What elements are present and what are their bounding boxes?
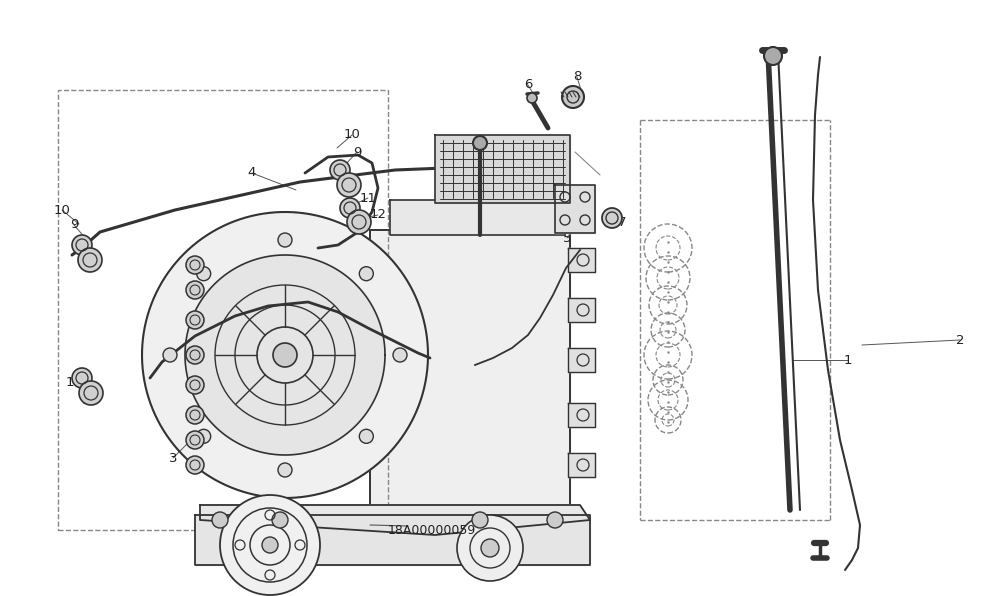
Circle shape: [393, 348, 407, 362]
Circle shape: [79, 381, 103, 405]
Circle shape: [472, 512, 488, 528]
Circle shape: [186, 311, 204, 329]
Polygon shape: [370, 230, 570, 510]
Circle shape: [359, 429, 373, 443]
Circle shape: [359, 266, 373, 281]
Text: 18A00000059: 18A00000059: [388, 523, 476, 536]
Text: 4: 4: [248, 166, 256, 179]
Circle shape: [212, 512, 228, 528]
Text: 9: 9: [353, 145, 361, 159]
Text: 1: 1: [844, 353, 852, 367]
Polygon shape: [142, 212, 428, 498]
Polygon shape: [555, 185, 595, 233]
Circle shape: [273, 343, 297, 367]
Circle shape: [527, 93, 537, 103]
Circle shape: [186, 456, 204, 474]
Circle shape: [481, 539, 499, 557]
Circle shape: [337, 173, 361, 197]
Text: 2: 2: [956, 334, 964, 346]
Circle shape: [186, 406, 204, 424]
Circle shape: [186, 376, 204, 394]
Polygon shape: [568, 298, 595, 322]
Circle shape: [163, 348, 177, 362]
Circle shape: [278, 233, 292, 247]
Circle shape: [186, 346, 204, 364]
Circle shape: [220, 495, 320, 595]
Circle shape: [278, 463, 292, 477]
Text: 5: 5: [563, 231, 571, 244]
Circle shape: [272, 512, 288, 528]
Polygon shape: [568, 248, 595, 272]
Circle shape: [72, 368, 92, 388]
Polygon shape: [568, 348, 595, 372]
Circle shape: [457, 515, 523, 581]
Text: 7: 7: [618, 216, 626, 228]
Circle shape: [186, 431, 204, 449]
Polygon shape: [390, 200, 565, 235]
Circle shape: [764, 47, 782, 65]
Polygon shape: [568, 403, 595, 427]
Text: 8: 8: [573, 70, 581, 83]
Text: 12: 12: [82, 393, 98, 406]
Bar: [58, 90, 388, 530]
Circle shape: [186, 281, 204, 299]
Circle shape: [262, 537, 278, 553]
Circle shape: [330, 160, 350, 180]
Circle shape: [197, 266, 211, 281]
Polygon shape: [568, 453, 595, 477]
Text: 3: 3: [169, 452, 177, 464]
Circle shape: [340, 198, 360, 218]
Polygon shape: [435, 135, 570, 203]
Circle shape: [562, 86, 584, 108]
Text: 6: 6: [524, 79, 532, 92]
Text: 10: 10: [344, 129, 360, 141]
Text: 12: 12: [370, 209, 386, 222]
Text: 11: 11: [360, 191, 376, 204]
Polygon shape: [200, 505, 590, 535]
Text: 10: 10: [54, 203, 70, 216]
Circle shape: [602, 208, 622, 228]
Circle shape: [347, 210, 371, 234]
Polygon shape: [195, 515, 590, 565]
Text: 9: 9: [70, 219, 78, 231]
Circle shape: [72, 235, 92, 255]
Polygon shape: [185, 255, 385, 455]
Text: 11: 11: [66, 375, 82, 389]
Circle shape: [197, 429, 211, 443]
Circle shape: [78, 248, 102, 272]
Circle shape: [186, 256, 204, 274]
Circle shape: [473, 136, 487, 150]
Circle shape: [547, 512, 563, 528]
